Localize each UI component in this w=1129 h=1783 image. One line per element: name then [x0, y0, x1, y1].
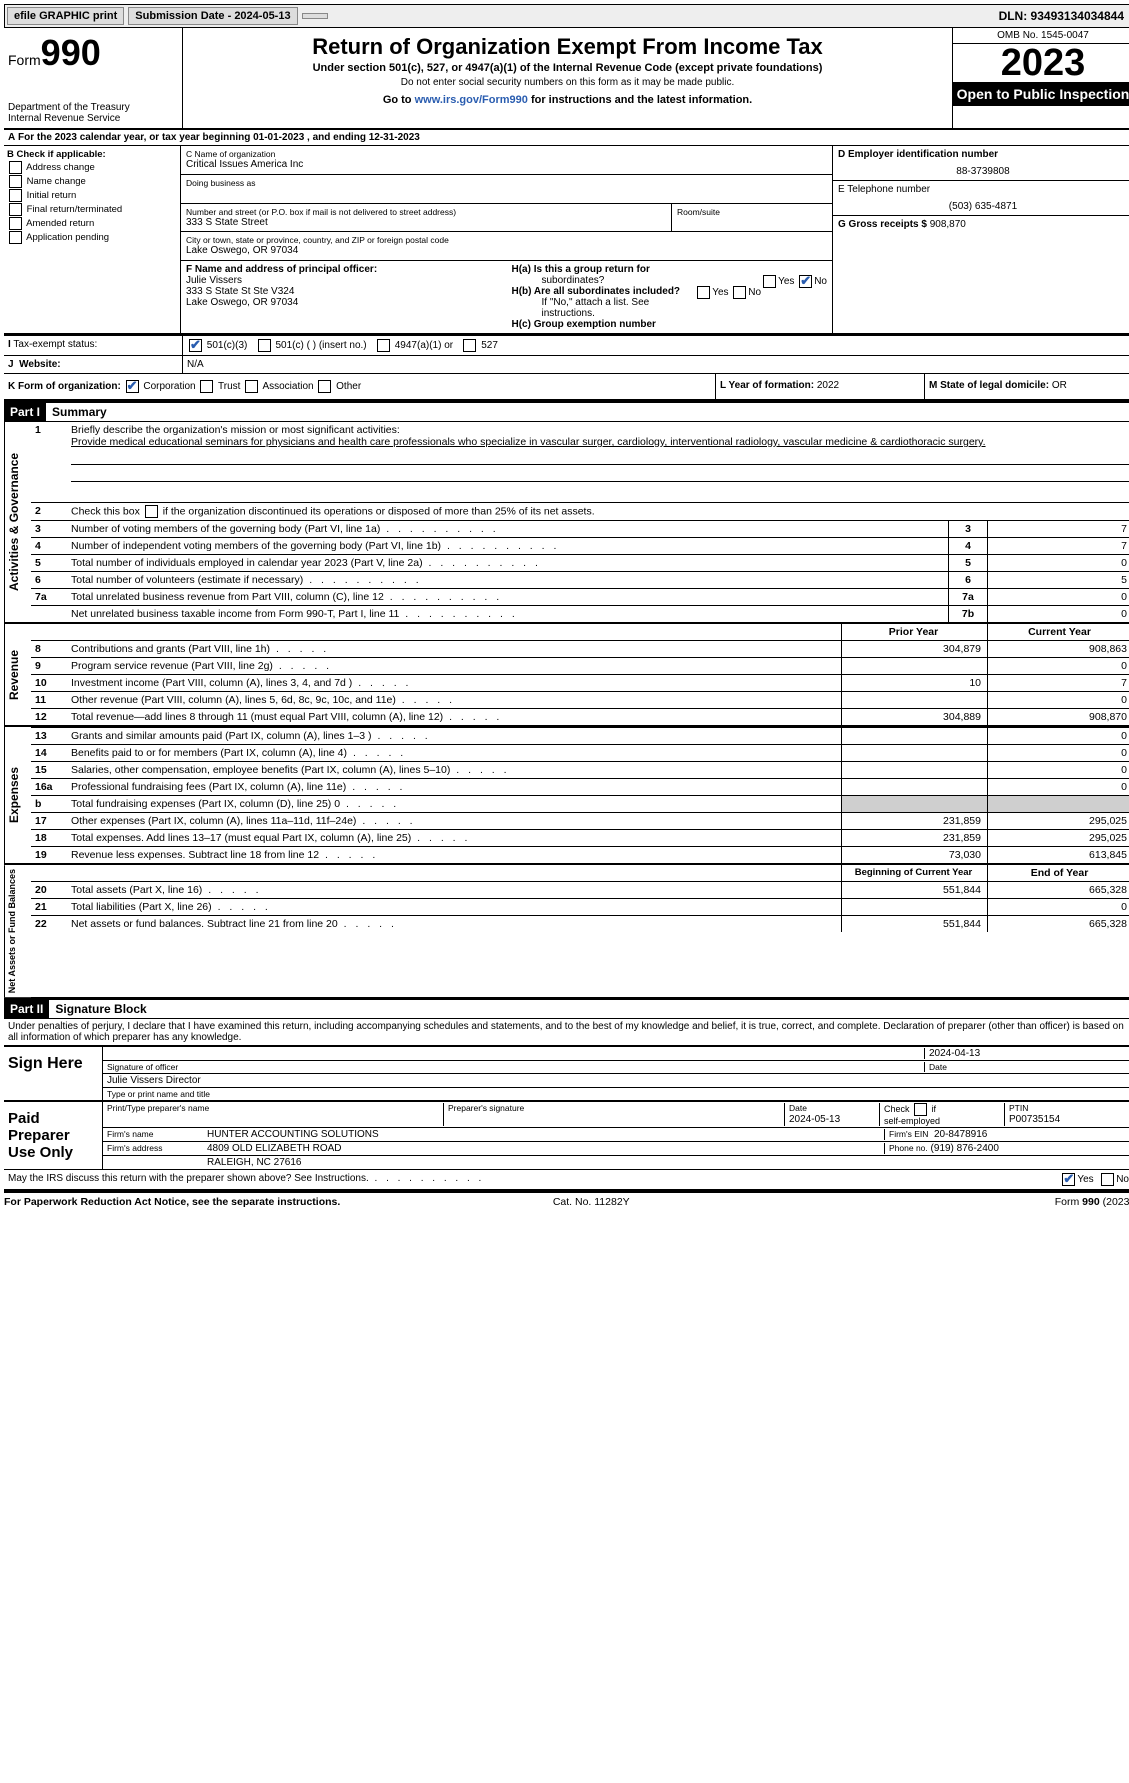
domicile-state: OR	[1052, 380, 1067, 391]
top-bar: efile GRAPHIC print Submission Date - 20…	[4, 4, 1129, 28]
ha-no-checked	[799, 275, 812, 288]
current-year-value: 613,845	[988, 847, 1129, 864]
line-value: 7	[988, 521, 1129, 538]
current-year-value: 7	[988, 675, 1129, 692]
officer-name: Julie Vissers	[186, 275, 502, 286]
current-year-value: 0	[988, 658, 1129, 675]
org-name: Critical Issues America Inc	[186, 159, 827, 170]
current-year-value: 908,863	[988, 641, 1129, 658]
prior-year-value: 231,859	[842, 830, 988, 847]
prior-year-value	[842, 779, 988, 796]
line-value: 5	[988, 572, 1129, 589]
sign-here-block: Sign Here 2024-04-13 Signature of office…	[4, 1045, 1129, 1100]
subtitle: Under section 501(c), 527, or 4947(a)(1)…	[189, 62, 946, 74]
prior-year-value: 551,844	[842, 916, 988, 933]
prior-year-value	[842, 728, 988, 745]
prior-year-value: 304,889	[842, 709, 988, 726]
submission-date-button[interactable]: Submission Date - 2024-05-13	[128, 7, 297, 25]
perjury-declaration: Under penalties of perjury, I declare th…	[4, 1019, 1129, 1045]
current-year-value	[988, 796, 1129, 813]
net-assets-section: Net Assets or Fund Balances Beginning of…	[4, 865, 1129, 999]
line-value: 0	[988, 606, 1129, 623]
tax-year: 2023	[953, 44, 1129, 82]
phone: (503) 635-4871	[838, 195, 1128, 212]
revenue-section: Revenue Prior Year Current Year 8Contrib…	[4, 624, 1129, 727]
formation-year: 2022	[817, 380, 839, 391]
dropdown-button[interactable]	[302, 13, 328, 19]
line-value: 7	[988, 538, 1129, 555]
ein: 88-3739808	[838, 160, 1128, 177]
goto-line: Go to www.irs.gov/Form990 for instructio…	[189, 94, 946, 106]
cb-501c3	[189, 339, 202, 352]
line-value: 0	[988, 589, 1129, 606]
street-address: 333 S State Street	[186, 217, 666, 228]
expenses-section: Expenses 13Grants and similar amounts pa…	[4, 727, 1129, 865]
current-year-value: 0	[988, 692, 1129, 709]
prior-year-value	[842, 899, 988, 916]
row-a: A For the 2023 calendar year, or tax yea…	[4, 130, 1129, 146]
paid-preparer-block: Paid Preparer Use Only Print/Type prepar…	[4, 1100, 1129, 1169]
efile-print-button[interactable]: efile GRAPHIC print	[7, 7, 124, 25]
form-number: Form990	[8, 32, 178, 74]
discuss-question: May the IRS discuss this return with the…	[8, 1173, 484, 1186]
cb-initial-return[interactable]: Initial return	[7, 189, 177, 202]
website: N/A	[183, 356, 1129, 373]
open-to-public: Open to Public Inspection	[953, 82, 1129, 106]
cb-corporation	[126, 380, 139, 393]
box-c: C Name of organization Critical Issues A…	[181, 146, 832, 333]
cb-final-return[interactable]: Final return/terminated	[7, 203, 177, 216]
line-value: 0	[988, 555, 1129, 572]
activities-governance: Activities & Governance 1 Briefly descri…	[4, 422, 1129, 624]
form-footer: For Paperwork Reduction Act Notice, see …	[4, 1190, 1129, 1208]
form-header: Form990 Department of the Treasury Inter…	[4, 28, 1129, 130]
current-year-value: 665,328	[988, 916, 1129, 933]
current-year-value: 0	[988, 899, 1129, 916]
box-d-e-g: D Employer identification number 88-3739…	[832, 146, 1129, 333]
irs-link[interactable]: www.irs.gov/Form990	[415, 94, 528, 106]
current-year-value: 0	[988, 728, 1129, 745]
prior-year-value	[842, 796, 988, 813]
prior-year-value: 551,844	[842, 882, 988, 899]
part2-header: Part II Signature Block	[4, 999, 1129, 1019]
current-year-value: 908,870	[988, 709, 1129, 726]
dept-label: Department of the Treasury	[8, 102, 178, 113]
current-year-value: 295,025	[988, 830, 1129, 847]
form-title: Return of Organization Exempt From Incom…	[189, 34, 946, 60]
current-year-value: 0	[988, 762, 1129, 779]
prior-year-value: 73,030	[842, 847, 988, 864]
box-b: B Check if applicable: Address change Na…	[4, 146, 181, 333]
prior-year-value: 231,859	[842, 813, 988, 830]
cb-name-change[interactable]: Name change	[7, 175, 177, 188]
current-year-value: 0	[988, 779, 1129, 796]
cb-amended[interactable]: Amended return	[7, 217, 177, 230]
ssn-warning: Do not enter social security numbers on …	[189, 77, 946, 88]
prior-year-value	[842, 762, 988, 779]
prior-year-value	[842, 745, 988, 762]
current-year-value: 665,328	[988, 882, 1129, 899]
gross-receipts: 908,870	[930, 219, 966, 230]
city-state-zip: Lake Oswego, OR 97034	[186, 245, 827, 256]
current-year-value: 295,025	[988, 813, 1129, 830]
cb-address-change[interactable]: Address change	[7, 161, 177, 174]
identity-grid: B Check if applicable: Address change Na…	[4, 146, 1129, 336]
prior-year-value: 304,879	[842, 641, 988, 658]
part1-header: Part I Summary	[4, 402, 1129, 422]
discuss-yes	[1062, 1173, 1075, 1186]
irs-label: Internal Revenue Service	[8, 113, 178, 124]
prior-year-value	[842, 692, 988, 709]
current-year-value: 0	[988, 745, 1129, 762]
cb-app-pending[interactable]: Application pending	[7, 231, 177, 244]
dln-label: DLN: 93493134034844	[999, 9, 1129, 23]
mission-text: Provide medical educational seminars for…	[71, 436, 986, 448]
prior-year-value: 10	[842, 675, 988, 692]
prior-year-value	[842, 658, 988, 675]
